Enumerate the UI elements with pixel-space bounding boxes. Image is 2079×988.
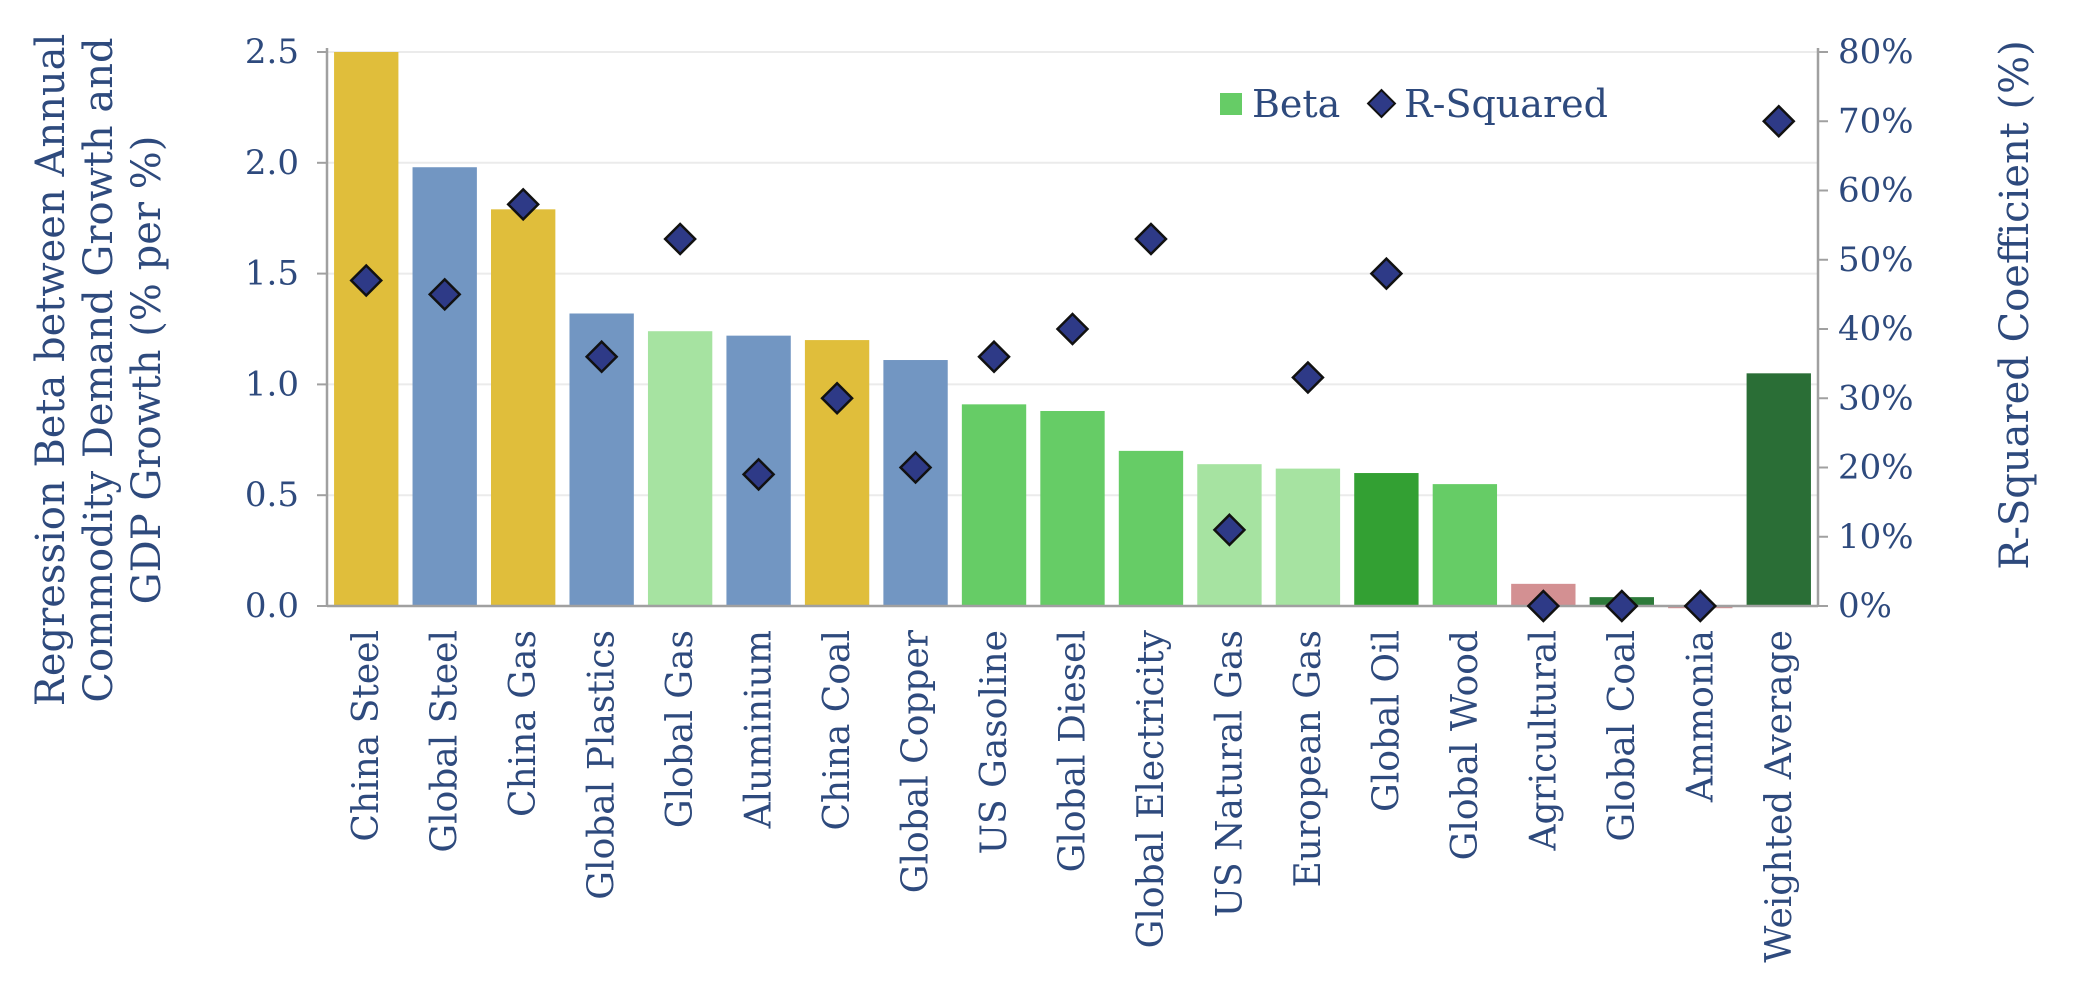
right-axis-ticks: 0% 10% 20% 30% 40% 50% 60% 70% 80% bbox=[1818, 32, 1914, 626]
legend-rsq-marker bbox=[1366, 88, 1397, 119]
category-label: Global Gas bbox=[660, 630, 701, 828]
r-squared-marker bbox=[1212, 513, 1247, 547]
category-labels: China Steel Global Steel China Gas Global P… bbox=[346, 629, 1800, 962]
bar bbox=[961, 404, 1027, 606]
category-label: Global Diesel bbox=[1053, 630, 1094, 872]
bar bbox=[491, 209, 556, 606]
category-label: US Gasoline bbox=[974, 630, 1015, 854]
left-axis-title-line: Regression Beta between Annual bbox=[28, 34, 74, 707]
category-label: Global Plastics bbox=[582, 630, 623, 900]
category-label: China Coal bbox=[817, 630, 858, 831]
category-label: Global Copper bbox=[896, 629, 937, 893]
bar bbox=[647, 331, 713, 606]
r-squared-marker bbox=[349, 263, 384, 298]
axes bbox=[325, 48, 1820, 608]
legend-beta-label: Beta bbox=[1252, 82, 1340, 126]
category-label: Global Oil bbox=[1366, 630, 1407, 812]
right-tick-label: 30% bbox=[1838, 378, 1914, 418]
legend: Beta R-Squared bbox=[1220, 82, 1608, 126]
right-tick-label: 0% bbox=[1838, 586, 1892, 626]
r-squared-marker bbox=[820, 381, 854, 416]
left-axis-ticks: 0.0 0.5 1.0 1.5 2.0 2.5 bbox=[245, 32, 327, 626]
r-squared-marker bbox=[663, 222, 697, 256]
category-label: US Natural Gas bbox=[1209, 630, 1250, 917]
r-squared-series bbox=[349, 104, 1796, 623]
category-label: China Gas bbox=[503, 630, 544, 817]
bar bbox=[334, 52, 399, 606]
r-squared-marker bbox=[1291, 360, 1325, 395]
left-tick-label: 1.5 bbox=[245, 254, 299, 294]
r-squared-marker bbox=[1134, 222, 1168, 256]
right-tick-label: 70% bbox=[1838, 101, 1914, 141]
category-label: Global Steel bbox=[425, 630, 466, 853]
r-squared-marker bbox=[977, 339, 1011, 374]
legend-rsq-label: R-Squared bbox=[1404, 82, 1608, 126]
bar bbox=[1354, 473, 1419, 606]
right-tick-label: 50% bbox=[1838, 240, 1914, 280]
category-label: Global Electricity bbox=[1131, 629, 1172, 948]
right-tick-label: 40% bbox=[1838, 309, 1914, 349]
right-axis-title: R-Squared Coefficient (%) bbox=[1992, 40, 2038, 570]
category-label: Aluminium bbox=[739, 630, 780, 829]
category-label: Weighted Average bbox=[1759, 630, 1800, 963]
right-tick-label: 60% bbox=[1838, 171, 1914, 211]
bar bbox=[804, 340, 870, 606]
r-squared-marker bbox=[1369, 256, 1404, 291]
r-squared-marker bbox=[741, 457, 776, 492]
right-tick-label: 20% bbox=[1838, 448, 1914, 488]
r-squared-marker bbox=[1683, 589, 1718, 623]
r-squared-marker bbox=[427, 277, 462, 312]
category-label: China Steel bbox=[346, 630, 387, 842]
left-axis-title-line: GDP Growth (% per %) bbox=[124, 136, 170, 605]
category-label: Ammonia bbox=[1680, 630, 1721, 803]
bar bbox=[1118, 450, 1184, 606]
category-label: Global Wood bbox=[1445, 630, 1486, 860]
legend-beta-swatch bbox=[1220, 93, 1242, 115]
left-axis-title-line: Commodity Demand Growth and bbox=[76, 37, 122, 702]
category-label: European Gas bbox=[1288, 630, 1329, 887]
left-tick-label: 0.5 bbox=[245, 475, 299, 515]
bar bbox=[1746, 373, 1811, 606]
bar bbox=[1040, 410, 1105, 606]
r-squared-marker bbox=[1526, 589, 1561, 623]
r-squared-marker bbox=[898, 450, 933, 485]
left-tick-label: 2.5 bbox=[245, 32, 299, 72]
category-label: Global Coal bbox=[1602, 630, 1643, 842]
left-tick-label: 2.0 bbox=[245, 143, 299, 183]
r-squared-marker bbox=[506, 187, 540, 222]
left-tick-label: 0.0 bbox=[245, 586, 299, 626]
r-squared-marker bbox=[1605, 589, 1639, 623]
bar bbox=[1432, 484, 1498, 606]
right-tick-label: 80% bbox=[1838, 32, 1914, 72]
right-tick-label: 10% bbox=[1838, 517, 1914, 557]
r-squared-marker bbox=[1055, 312, 1090, 346]
bar-series bbox=[334, 52, 1811, 609]
r-squared-marker bbox=[1761, 104, 1796, 139]
left-tick-label: 1.0 bbox=[245, 364, 299, 404]
left-axis-title: Regression Beta between AnnualCommodity … bbox=[28, 34, 170, 707]
r-squared-marker bbox=[584, 339, 619, 374]
category-label: Agricultural bbox=[1523, 630, 1564, 851]
bar bbox=[412, 167, 477, 606]
bar bbox=[1275, 468, 1341, 606]
